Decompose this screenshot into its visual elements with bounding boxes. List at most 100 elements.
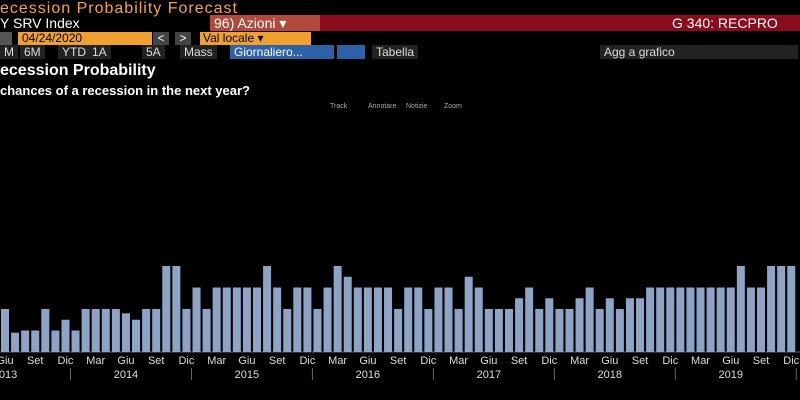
x-tick-label: Set (390, 355, 407, 367)
bar (474, 287, 483, 352)
x-tick-label: Set (753, 355, 770, 367)
x-tick-label: Giu (359, 355, 376, 367)
x-tick-label: Giu (722, 355, 739, 367)
tool[interactable]: Zoom (444, 103, 462, 110)
x-tick-label: Dic (783, 355, 799, 367)
x-tick-label: Giu (238, 355, 255, 367)
bar (182, 309, 191, 352)
chart-icon[interactable] (337, 45, 365, 59)
date-field[interactable]: 04/24/2020 (18, 32, 152, 45)
bar (585, 287, 594, 352)
bar (444, 287, 453, 352)
security[interactable]: Y SRV Index (0, 15, 80, 31)
currency-field[interactable]: Val locale ▾ (200, 32, 311, 45)
x-tick-label: Dic (58, 355, 74, 367)
x-tick-label: Set (27, 355, 44, 367)
menu[interactable]: 96) Azioni ▾ (210, 15, 324, 31)
x-tick-label: Dic (178, 355, 194, 367)
bar (505, 309, 513, 352)
tool[interactable]: Notizie (406, 103, 428, 110)
bar (414, 287, 423, 352)
bar (555, 309, 564, 352)
next-button[interactable]: > (175, 32, 191, 45)
period[interactable]: Giornaliero... (230, 45, 334, 59)
x-tick-label: Mar (570, 355, 589, 367)
bar (242, 287, 251, 352)
bar (394, 309, 403, 352)
bar (41, 309, 50, 352)
bar (696, 287, 705, 352)
bar (21, 330, 30, 352)
tool[interactable]: Track (330, 103, 348, 110)
chart-title: ecession Probability (0, 62, 156, 79)
x-tick-label: Dic (299, 355, 315, 367)
bar (293, 287, 302, 352)
bar (434, 287, 443, 352)
prev-button[interactable]: < (153, 32, 169, 45)
bar (353, 287, 362, 352)
range-tab[interactable]: 6M (20, 45, 45, 59)
bar (464, 276, 473, 352)
range-tab[interactable]: M (0, 45, 18, 59)
window-title: ecession Probability Forecast (0, 0, 238, 17)
x-tick-label: Giu (0, 355, 14, 367)
table-tab[interactable]: Tabella (372, 45, 419, 59)
bar (424, 309, 433, 352)
function-bar (320, 15, 800, 31)
bar (192, 287, 201, 352)
bar (746, 287, 755, 352)
bar (363, 287, 372, 352)
bar (515, 298, 524, 352)
bar (111, 309, 120, 352)
bar (666, 287, 675, 352)
bar (625, 298, 634, 352)
bar (61, 319, 70, 352)
x-tick-label: Dic (541, 355, 557, 367)
range-tab[interactable]: 5A (142, 45, 165, 59)
year-label: 2019 (719, 369, 743, 381)
bar (253, 287, 261, 352)
bar (615, 309, 624, 352)
bar (81, 309, 90, 352)
range-tab[interactable]: YTD (58, 45, 90, 59)
range-tab[interactable]: Mass (180, 45, 217, 59)
year-label: 2015 (235, 369, 259, 381)
bar (101, 309, 110, 352)
bar (676, 287, 685, 352)
bar (787, 266, 796, 352)
bar (605, 298, 614, 352)
bar (716, 287, 725, 352)
bar (71, 330, 80, 352)
bar (91, 309, 100, 352)
bar (1, 309, 9, 352)
bar (525, 287, 534, 352)
bar (31, 330, 40, 352)
bar (757, 287, 765, 352)
range-tab[interactable]: 1A (88, 45, 111, 59)
bar (162, 266, 171, 352)
bar (313, 309, 322, 352)
year-label: 2018 (598, 369, 622, 381)
bar (152, 309, 161, 352)
bar (545, 298, 554, 352)
tool[interactable]: Annotare (368, 103, 397, 110)
bar (343, 276, 352, 352)
year-label: 2014 (114, 369, 138, 381)
x-tick-label: Dic (420, 355, 436, 367)
bar (686, 287, 695, 352)
bar (121, 313, 130, 352)
icon (0, 32, 12, 45)
year-label: 2016 (356, 369, 380, 381)
bar (454, 309, 463, 352)
x-tick-label: Mar (449, 355, 468, 367)
bar (726, 287, 735, 352)
x-tick-label: Giu (601, 355, 618, 367)
bar (202, 309, 211, 352)
bar (212, 287, 221, 352)
x-tick-label: Mar (86, 355, 105, 367)
function: G 340: RECPRO (672, 15, 778, 31)
add-button[interactable]: Agg a grafico (600, 45, 798, 59)
x-tick-label: Mar (328, 355, 347, 367)
chart-subtitle: chances of a recession in the next year? (0, 83, 250, 98)
